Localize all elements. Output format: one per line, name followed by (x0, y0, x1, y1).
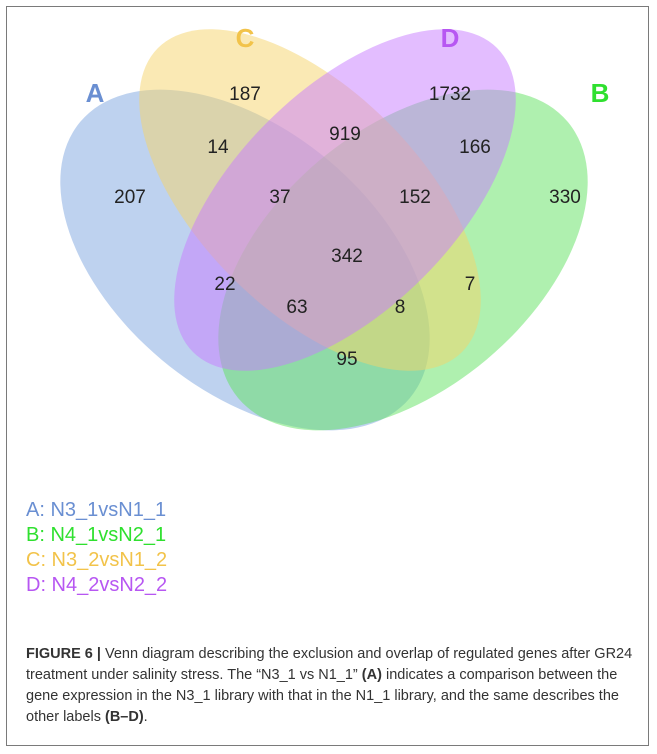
region-count-bcd: 152 (399, 187, 431, 208)
legend-item-b: B: N4_1vsN2_1 (26, 524, 167, 546)
caption-ref-b-d: (B–D) (105, 709, 144, 725)
region-count-abcd: 342 (331, 246, 363, 267)
region-count-abd: 63 (286, 297, 307, 318)
region-count-d-only: 1732 (429, 84, 471, 105)
figure-caption: FIGURE 6 | Venn diagram describing the e… (26, 644, 638, 728)
set-b-label: B (591, 78, 610, 108)
caption-text-1: Venn diagram describing the exclusion an… (26, 646, 633, 683)
legend-item-a: A: N3_1vsN1_1 (26, 499, 167, 521)
region-count-bc: 7 (465, 274, 476, 295)
set-a-label: A (86, 78, 105, 108)
region-count-acd: 37 (269, 187, 290, 208)
region-count-ac: 14 (207, 137, 229, 158)
set-d-label: D (441, 23, 460, 53)
region-count-ab: 95 (336, 349, 357, 370)
region-count-a-only: 207 (114, 187, 146, 208)
caption-ref-a: (A) (361, 667, 382, 683)
region-count-abc: 8 (395, 297, 406, 318)
region-count-cd: 919 (329, 124, 361, 145)
legend: A: N3_1vsN1_1 B: N4_1vsN2_1 C: N3_2vsN1_… (26, 498, 167, 598)
caption-text-2: indicates a comparison between the gene … (26, 667, 619, 725)
region-count-ad: 22 (214, 274, 235, 295)
set-c-label: C (236, 23, 255, 53)
caption-figure-label: FIGURE 6 | (26, 646, 101, 662)
legend-item-c: C: N3_2vsN1_2 (26, 549, 168, 571)
figure-frame (6, 6, 649, 746)
venn-diagram: A B C D 187 1732 14 919 166 207 37 152 3… (60, 23, 610, 431)
region-count-bd: 166 (459, 137, 491, 158)
region-count-b-only: 330 (549, 187, 581, 208)
caption-text-3: . (143, 709, 148, 725)
legend-item-d: D: N4_2vsN2_2 (26, 574, 168, 596)
region-count-c-only: 187 (229, 84, 261, 105)
set-d-ellipse (174, 29, 516, 371)
